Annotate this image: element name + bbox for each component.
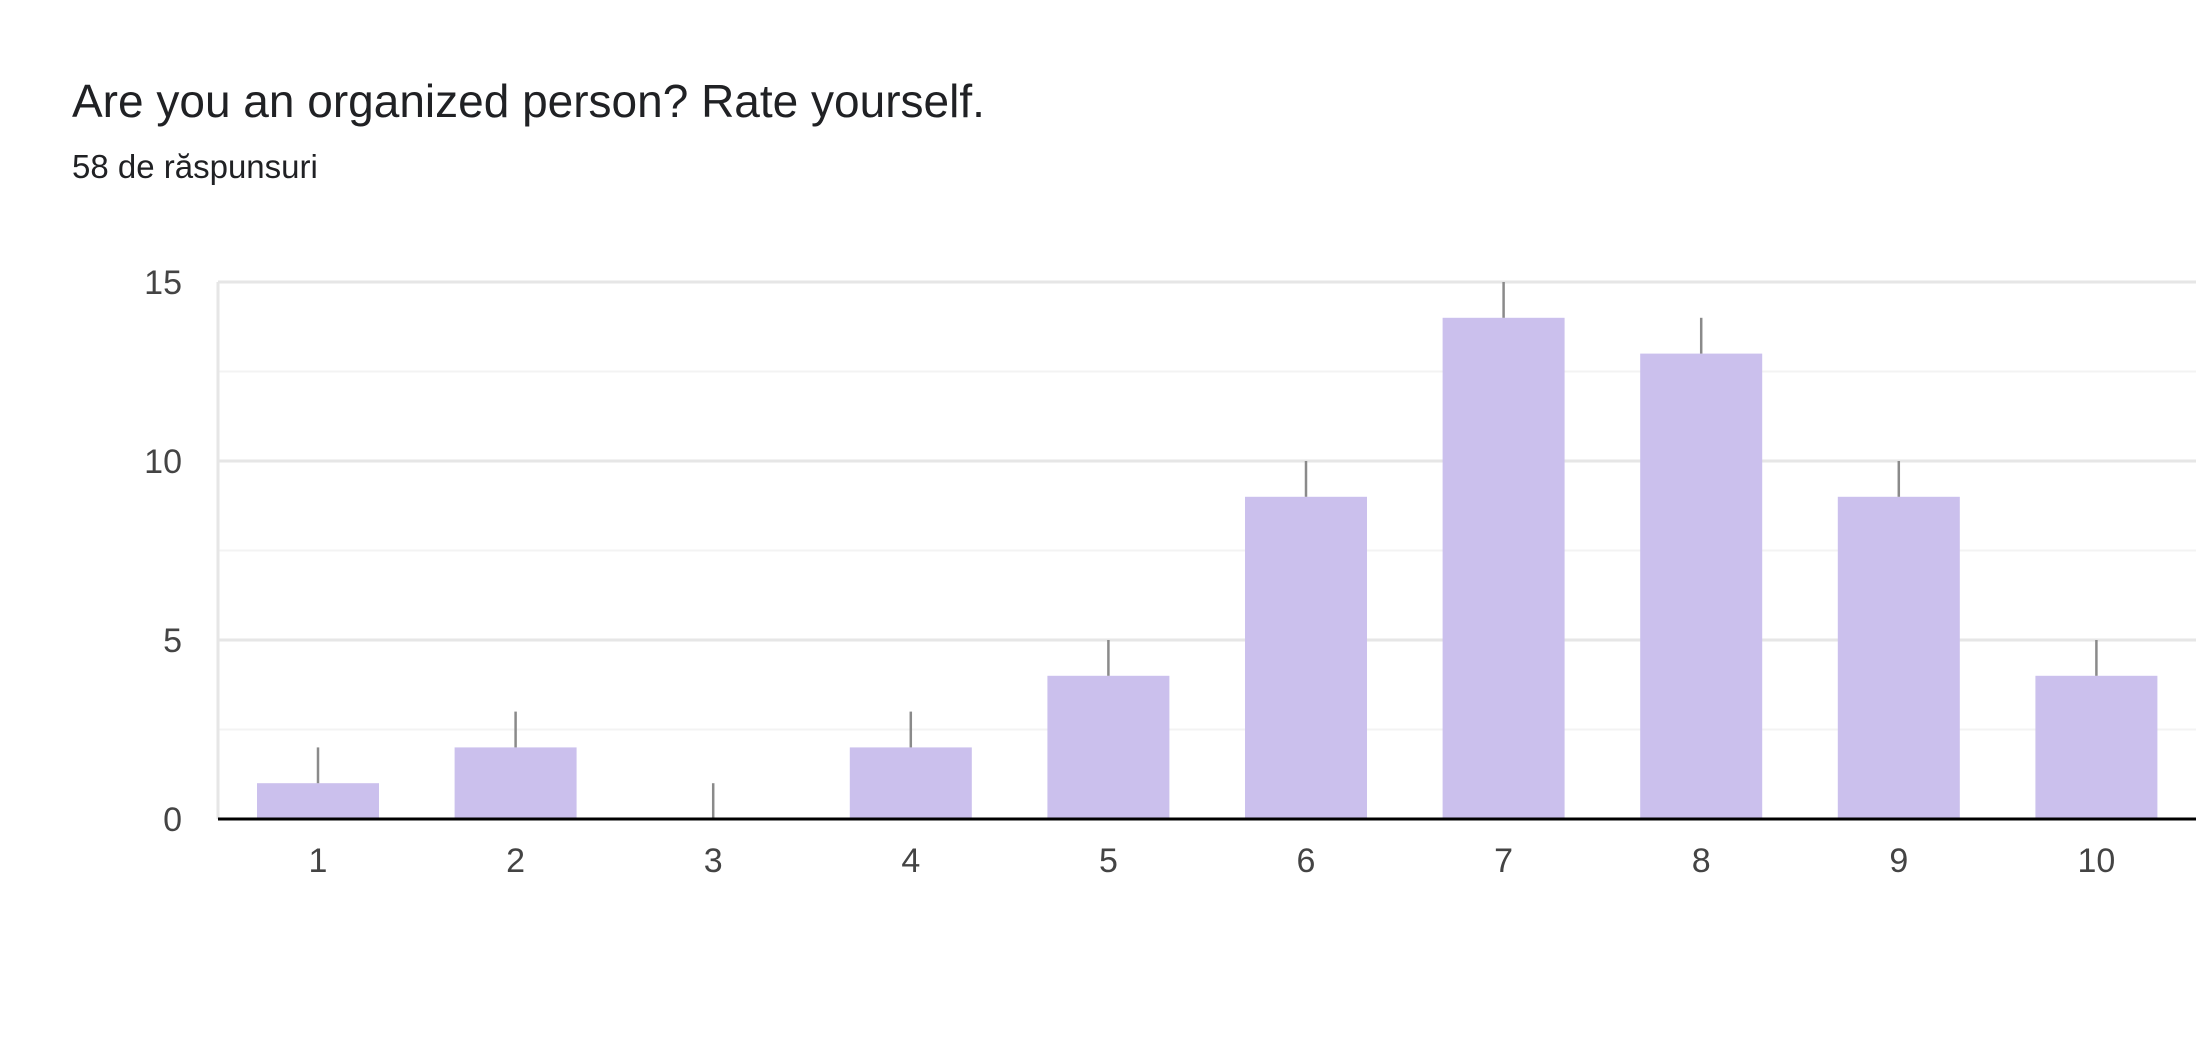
x-tick-label: 3 [704,842,723,880]
y-tick-label: 15 [144,264,182,302]
bar [2035,675,2158,819]
bars [257,282,2158,819]
y-tick-label: 10 [144,443,182,481]
x-tick-label: 9 [1889,842,1908,880]
y-tick-label: 5 [163,622,182,660]
axes: 0 5 10 15 1 2 3 4 5 6 7 8 9 10 [144,264,2196,880]
bar [1442,317,1565,819]
bar [257,783,379,819]
bar [1245,496,1367,819]
bar [1837,496,1960,819]
x-tick-label: 5 [1099,842,1118,880]
x-tick-label: 7 [1494,842,1513,880]
bar [1047,675,1170,819]
response-count: 58 de răspunsuri [72,148,318,185]
x-tick-label: 2 [506,842,525,880]
bar [1640,353,1763,819]
x-tick-label: 1 [309,842,328,880]
bar [849,747,972,819]
bar [454,747,577,819]
x-tick-label: 10 [2077,842,2115,880]
y-tick-label: 0 [163,801,182,839]
x-tick-label: 4 [901,842,920,880]
question-title: Are you an organized person? Rate yourse… [72,75,985,127]
x-tick-label: 6 [1297,842,1316,880]
x-tick-label: 8 [1692,842,1711,880]
